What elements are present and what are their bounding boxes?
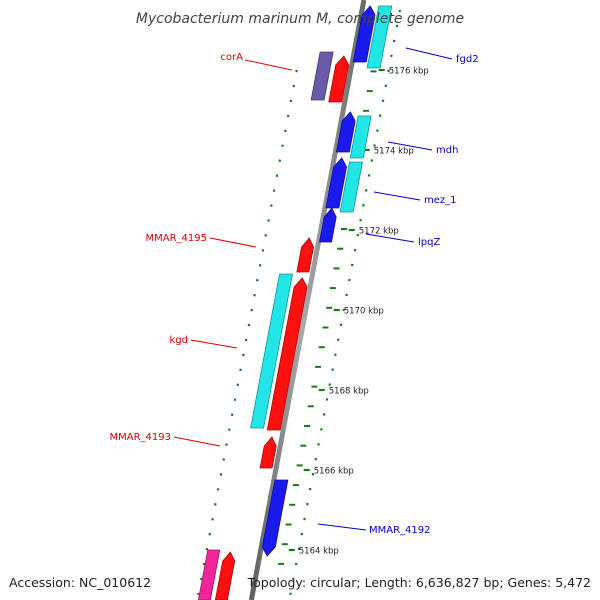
leader-line-mez-1 bbox=[373, 191, 421, 201]
gene-mmar-4192-arrow-body bbox=[261, 479, 289, 557]
gene-mdh-companion-0 bbox=[349, 115, 372, 159]
gene-label-cora[interactable]: corA bbox=[220, 52, 243, 63]
gene-label-mmar-4192[interactable]: MMAR_4192 bbox=[369, 525, 431, 536]
tick-label: 5174 kbp bbox=[374, 147, 414, 157]
gene-label-fgd2[interactable]: fgd2 bbox=[456, 54, 479, 65]
gene-label-mdh[interactable]: mdh bbox=[436, 145, 458, 156]
gene-mez-1-arrow-body bbox=[325, 157, 347, 209]
gene-lpqz-arrow bbox=[319, 207, 337, 243]
gene-kgd-companion-0-body bbox=[250, 273, 293, 429]
leader-line-cora bbox=[244, 59, 293, 71]
partial-feature-red-body bbox=[214, 551, 236, 600]
partial-feature-magenta-body bbox=[197, 549, 221, 600]
leader-line-kgd bbox=[190, 339, 238, 349]
gene-cora-companion-0 bbox=[310, 51, 334, 101]
gene-cora-arrow bbox=[328, 55, 350, 103]
tick-label: 5170 kbp bbox=[344, 307, 384, 317]
partial-feature-magenta bbox=[197, 549, 221, 600]
backbone-line bbox=[248, 0, 367, 600]
gene-fgd2-arrow bbox=[352, 5, 376, 63]
gene-mmar-4193-arrow-body bbox=[259, 436, 277, 469]
gene-mmar-4195-arrow bbox=[296, 237, 314, 273]
gene-mez-1-companion-0-body bbox=[339, 161, 363, 213]
gene-mmar-4192-arrow bbox=[261, 479, 289, 557]
gene-mez-1-arrow bbox=[325, 157, 347, 209]
gene-mdh-companion-0-body bbox=[349, 115, 372, 159]
feature-track bbox=[197, 5, 393, 600]
accession-label: Accession: NC_010612 bbox=[9, 575, 151, 590]
gene-mmar-4195-arrow-body bbox=[296, 237, 314, 273]
gene-label-mez-1[interactable]: mez_1 bbox=[424, 195, 457, 206]
gene-kgd-companion-0 bbox=[250, 273, 293, 429]
tick-label: 5172 kbp bbox=[359, 227, 399, 237]
gene-fgd2-arrow-body bbox=[352, 5, 376, 63]
leader-line-lpqz bbox=[365, 233, 415, 243]
gene-mez-1-companion-0 bbox=[339, 161, 363, 213]
gene-mdh-arrow bbox=[335, 111, 356, 153]
gene-label-lpqz[interactable]: lpqZ bbox=[418, 237, 440, 248]
gene-label-mmar-4195[interactable]: MMAR_4195 bbox=[146, 233, 208, 244]
gene-fgd2-companion-0-body bbox=[366, 5, 393, 69]
topology-label: Topology: circular; Length: 6,636,827 bp… bbox=[247, 575, 591, 590]
gene-mdh-arrow-body bbox=[335, 111, 356, 153]
genome-backbone bbox=[248, 0, 367, 600]
gene-fgd2-companion-0 bbox=[366, 5, 393, 69]
map-title: Mycobacterium marinum M, complete genome bbox=[136, 11, 464, 27]
gene-lpqz-arrow-body bbox=[319, 207, 337, 243]
tick-label: 5164 kbp bbox=[299, 547, 339, 557]
leader-line-mmar-4193 bbox=[173, 436, 221, 447]
leader-line-fgd2 bbox=[405, 47, 453, 60]
tick-label: 5168 kbp bbox=[329, 387, 369, 397]
leader-line-mdh bbox=[387, 141, 433, 151]
gene-cora-arrow-body bbox=[328, 55, 350, 103]
leader-line-mmar-4195 bbox=[209, 237, 257, 248]
inner-dotted-track bbox=[196, 69, 298, 600]
gene-label-mmar-4193[interactable]: MMAR_4193 bbox=[110, 432, 172, 443]
gene-mmar-4193-arrow bbox=[259, 436, 277, 469]
leader-line-mmar-4192 bbox=[317, 523, 367, 531]
gene-cora-companion-0-body bbox=[310, 51, 334, 101]
gene-label-kgd[interactable]: kgd bbox=[170, 335, 189, 346]
partial-feature-red bbox=[214, 551, 236, 600]
tick-label: 5166 kbp bbox=[314, 467, 354, 477]
gene-kgd-arrow bbox=[266, 277, 308, 431]
gene-kgd-arrow-body bbox=[266, 277, 308, 431]
tick-label: 5176 kbp bbox=[389, 67, 429, 77]
